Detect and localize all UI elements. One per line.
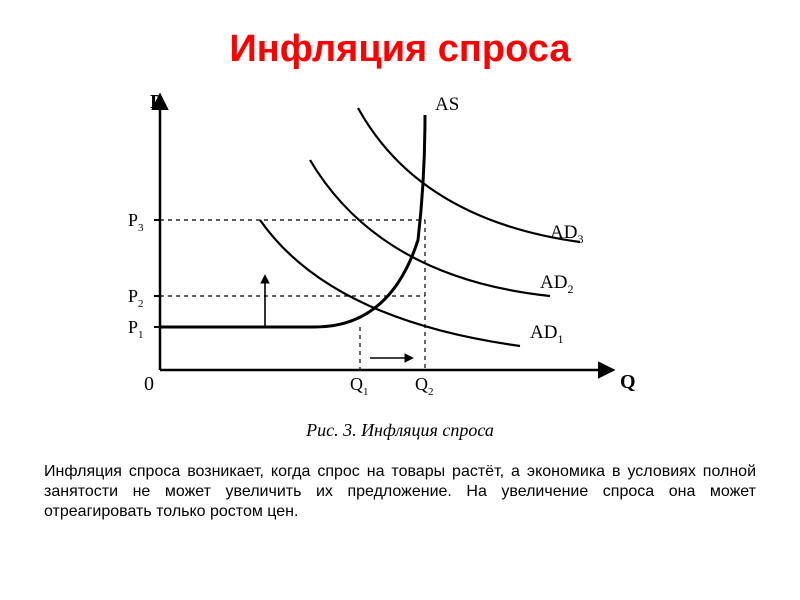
page-title: Инфляция спроса — [0, 0, 800, 71]
y-tick-label: P3 — [128, 210, 144, 234]
y-axis-label: P — [150, 91, 162, 113]
x-axis-label: Q — [620, 371, 636, 393]
ad-label: AD1 — [530, 322, 563, 346]
ad-curve — [358, 108, 580, 242]
x-tick-label: Q2 — [415, 374, 434, 398]
as-label: AS — [435, 94, 459, 115]
origin-label: 0 — [144, 373, 154, 395]
chart-container: P Q 0 P1 P2 P3 Q1 Q2 AS AD1 AD2 AD3 — [90, 90, 650, 410]
x-tick-label: Q1 — [350, 374, 369, 398]
y-tick-label: P1 — [128, 317, 144, 341]
ad-label: AD2 — [540, 272, 573, 296]
figure-caption: Рис. 3. Инфляция спроса — [0, 420, 800, 441]
y-tick-label: P2 — [128, 286, 144, 310]
description-text: Инфляция спроса возникает, когда спрос н… — [0, 462, 800, 522]
demand-inflation-chart: P Q 0 P1 P2 P3 Q1 Q2 AS AD1 AD2 AD3 — [90, 90, 650, 410]
ad-label: AD3 — [550, 222, 583, 246]
